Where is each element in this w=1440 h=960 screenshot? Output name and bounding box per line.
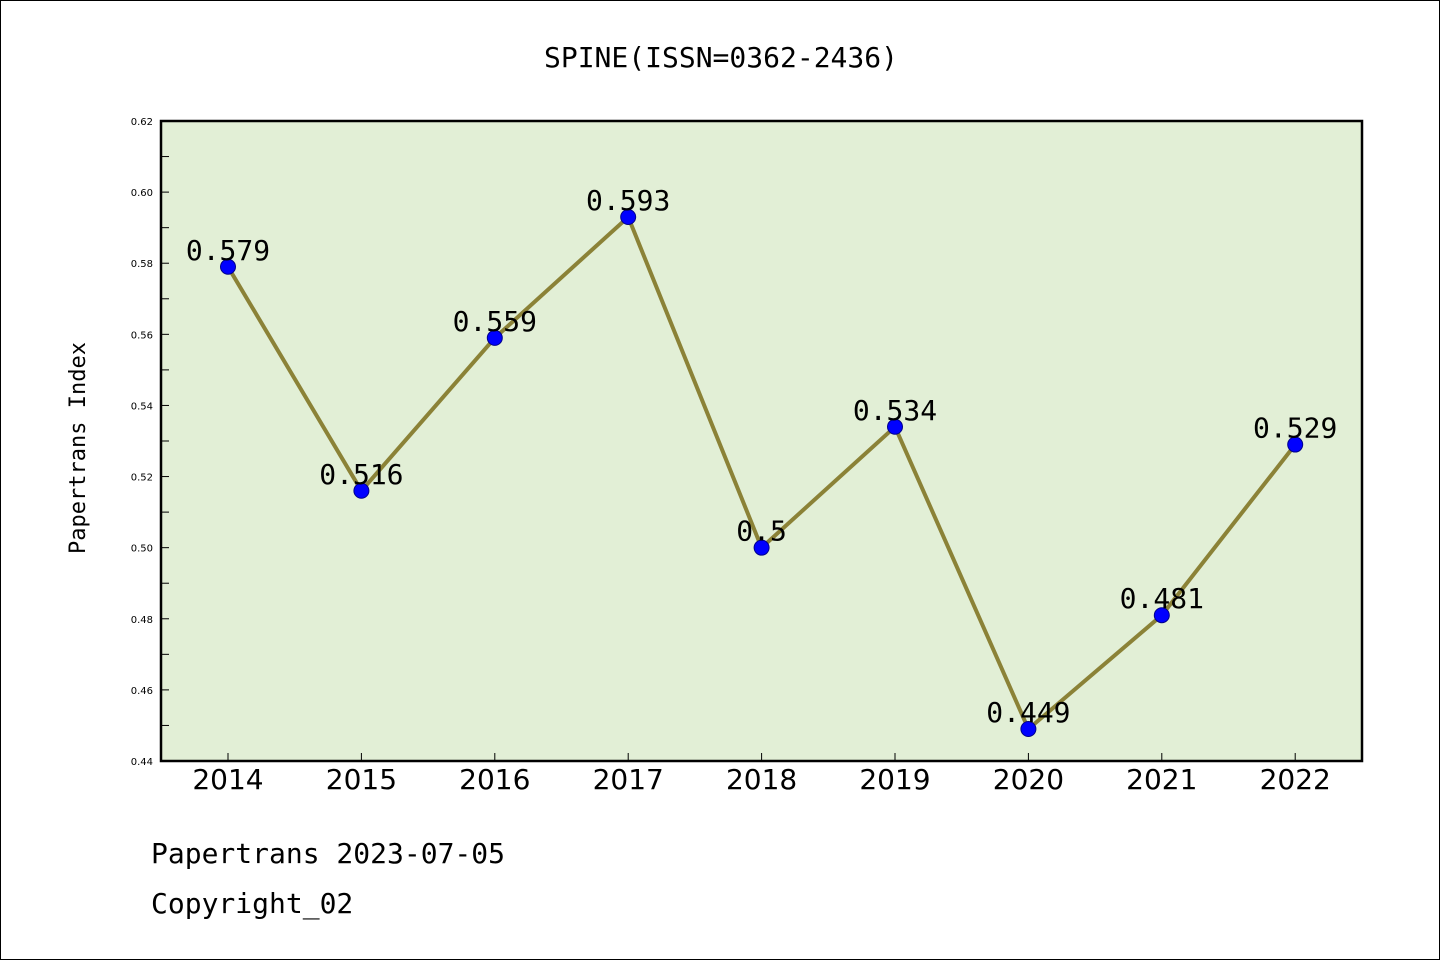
y-axis: 0.44 0.46 0.48 0.50 0.52 0.54 0.56 0.58 0.60 0.62 <box>131 117 169 768</box>
x-tick-label: 2021 <box>1126 763 1197 796</box>
y-axis-label: Papertrans Index <box>66 342 91 554</box>
y-tick-label: 0.58 <box>131 259 153 270</box>
data-label: 0.449 <box>986 696 1070 729</box>
data-label: 0.593 <box>586 184 670 217</box>
data-label: 0.481 <box>1120 582 1204 615</box>
data-point-marker <box>1153 607 1170 624</box>
plot-area <box>161 121 1362 761</box>
data-point-marker <box>353 482 370 499</box>
x-tick-label: 2014 <box>192 763 263 796</box>
data-point-marker <box>887 418 903 435</box>
data-label: 0.516 <box>319 458 403 491</box>
y-tick-label: 0.62 <box>131 117 153 128</box>
data-point-marker <box>620 209 637 225</box>
marker-group <box>220 209 1304 737</box>
data-label-group: 0.579 0.516 0.559 0.593 0.5 0.534 0.449 0.481 0.… <box>186 184 1337 729</box>
data-label: 0.534 <box>853 394 937 427</box>
data-label: 0.559 <box>453 305 537 338</box>
footer-date-line: Papertrans 2023-07-05 <box>151 837 506 870</box>
y-tick-label: 0.54 <box>131 401 153 412</box>
y-tick-label: 0.56 <box>131 330 153 341</box>
x-tick-label: 2016 <box>459 763 530 796</box>
x-tick-label: 2022 <box>1260 763 1331 796</box>
data-label: 0.579 <box>186 234 270 267</box>
data-point-marker <box>1287 436 1304 453</box>
chart-title: SPINE(ISSN=0362-2436) <box>544 41 898 74</box>
x-tick-label: 2019 <box>859 763 930 796</box>
x-tick-label: 2020 <box>993 763 1064 796</box>
data-point-marker <box>486 329 503 346</box>
data-point-marker <box>1020 721 1037 737</box>
x-tick-label: 2018 <box>726 763 797 796</box>
y-tick-label: 0.52 <box>131 473 153 484</box>
x-tick-label: 2015 <box>326 763 397 796</box>
y-tick-label: 0.44 <box>131 757 153 768</box>
plot-frame <box>159 119 1364 763</box>
data-label: 0.529 <box>1253 412 1337 445</box>
x-tick-label: 2017 <box>593 763 664 796</box>
x-axis: 2014 2015 2016 2017 2018 2019 2020 2021 2022 <box>192 753 1331 796</box>
data-label: 0.5 <box>736 515 787 548</box>
y-tick-label: 0.60 <box>131 188 153 199</box>
y-tick-label: 0.46 <box>131 686 153 697</box>
data-point-marker <box>753 539 770 556</box>
data-point-marker <box>220 258 236 275</box>
footer-copyright-line: Copyright_02 <box>151 887 354 920</box>
y-tick-label: 0.50 <box>131 544 153 555</box>
y-tick-label: 0.48 <box>131 615 153 626</box>
